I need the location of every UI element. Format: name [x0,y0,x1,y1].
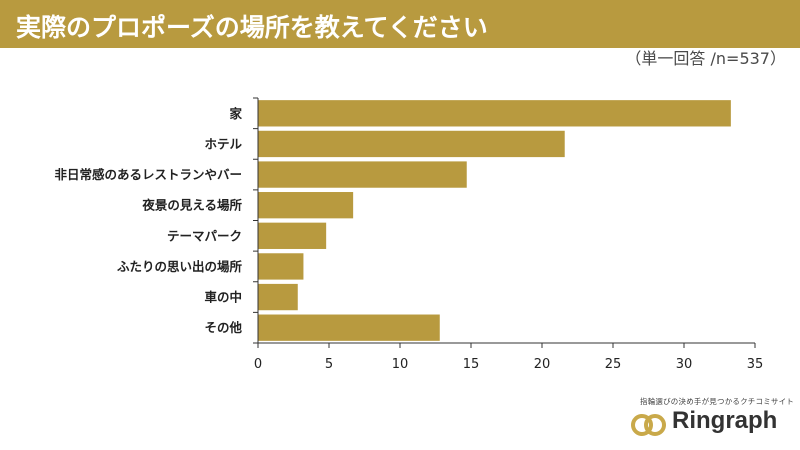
logo-name: Ringraph [672,407,778,434]
title-banner: 実際のプロポーズの場所を教えてください [0,0,800,48]
category-label: 夜景の見える場所 [141,198,242,213]
bar [258,130,565,158]
rings-icon [631,414,666,436]
category-label: 車の中 [204,290,242,305]
x-tick-label: 30 [676,357,693,372]
x-tick-label: 25 [605,357,622,372]
chart-subtitle: （単一回答 /n=537） [625,49,786,68]
x-tick-label: 0 [254,357,262,372]
category-label: ふたりの思い出の場所 [117,259,243,274]
x-tick-label: 20 [534,357,551,372]
x-tick-label: 35 [747,357,764,372]
bar [258,222,327,249]
x-tick-label: 15 [463,357,480,372]
bar [258,192,354,219]
x-tick-label: 10 [392,357,409,372]
category-label: その他 [204,320,242,335]
bar [258,283,298,311]
category-label: 非日常感のあるレストランやバー [54,167,242,182]
logo-tagline: 指輪選びの決め手が見つかるクチコミサイト [640,397,794,406]
category-label: 家 [229,106,242,121]
chart-title: 実際のプロポーズの場所を教えてください [16,13,488,42]
bar [258,253,304,280]
x-tick-label: 5 [325,357,333,372]
category-label: ホテル [204,136,242,151]
bar [258,161,467,188]
bar [258,314,440,341]
brand-logo[interactable]: 指輪選びの決め手が見つかるクチコミサイト Ringraph [620,394,794,444]
category-label: テーマパーク [167,228,242,243]
bar [258,100,731,127]
